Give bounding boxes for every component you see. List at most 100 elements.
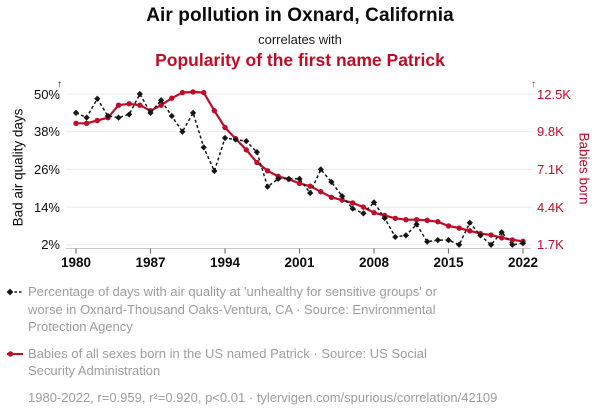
data-point-patrick [264, 168, 271, 174]
data-point-air-quality [232, 136, 239, 143]
left-axis-tick-label: 2% [41, 237, 60, 253]
left-axis-tick-label: 26% [33, 161, 60, 177]
data-point-air-quality [221, 134, 229, 142]
data-point-air-quality [136, 90, 143, 98]
data-point-air-quality [381, 214, 388, 222]
left-axis-tick-label: 50% [33, 86, 60, 102]
data-point-patrick [126, 101, 132, 107]
right-axis-tick-label: 12.5K [537, 86, 571, 102]
legend-item-air-quality: Percentage of days with air quality at '… [6, 283, 594, 336]
data-point-patrick [201, 89, 207, 96]
data-point-patrick [499, 235, 505, 241]
data-point-patrick [296, 180, 303, 187]
data-point-air-quality [94, 95, 101, 102]
data-point-patrick [403, 216, 409, 223]
data-point-patrick [254, 159, 260, 166]
data-point-air-quality [445, 236, 452, 244]
data-point-air-quality [72, 109, 80, 116]
data-point-patrick [169, 95, 175, 101]
data-point-patrick [83, 120, 90, 127]
data-point-air-quality [264, 183, 271, 190]
data-point-air-quality [147, 109, 154, 116]
data-point-air-quality [338, 193, 346, 200]
x-axis-year-label: 2001 [284, 255, 315, 270]
data-point-air-quality [477, 232, 484, 239]
right-axis-tick-label: 9.8K [537, 124, 564, 140]
right-axis-tick-label: 7.1K [537, 161, 564, 177]
data-point-air-quality [402, 232, 410, 239]
data-point-air-quality [392, 233, 399, 241]
data-point-air-quality [126, 111, 133, 118]
x-axis-year-label: 2015 [433, 255, 464, 270]
data-point-patrick [350, 200, 356, 206]
data-point-patrick [190, 89, 196, 95]
data-point-air-quality [285, 175, 292, 182]
data-point-patrick [424, 217, 430, 224]
data-point-air-quality [519, 240, 527, 247]
data-point-air-quality [296, 175, 303, 182]
data-point-air-quality [158, 97, 165, 104]
data-point-air-quality [275, 175, 282, 182]
data-point-air-quality [211, 167, 218, 175]
stats-citation-line: 1980-2022, r=0.959, r²=0.920, p<0.01 · t… [28, 389, 498, 405]
legend: Percentage of days with air quality at '… [6, 283, 594, 406]
data-point-patrick [371, 209, 377, 216]
x-axis-year-label: 1994 [209, 255, 241, 270]
data-point-air-quality [360, 210, 367, 217]
data-point-air-quality [104, 112, 112, 120]
x-axis-year-label: 1980 [60, 255, 92, 270]
correlates-with-text: correlates with [258, 32, 342, 47]
left-axis-up-arrow-icon: ↑ [57, 79, 62, 90]
data-point-air-quality [434, 236, 441, 244]
x-axis-year-label: 2008 [358, 255, 390, 270]
page-title: Air pollution in Oxnard, California [146, 5, 454, 26]
data-point-air-quality [83, 114, 90, 121]
data-point-air-quality [487, 241, 495, 248]
data-point-air-quality [200, 144, 207, 151]
right-axis-up-arrow-icon: ↑ [531, 79, 536, 90]
data-point-air-quality [413, 221, 420, 228]
legend-item-patrick: Babies of all sexes born in the US named… [6, 345, 594, 380]
data-point-patrick [94, 117, 100, 124]
data-point-patrick [318, 189, 324, 195]
data-point-air-quality [349, 205, 356, 212]
legend-patrick-text: Babies of all sexes born in the US named… [28, 345, 427, 379]
data-point-air-quality [189, 109, 197, 116]
data-point-patrick [488, 232, 494, 238]
data-point-patrick [456, 225, 462, 231]
data-point-patrick [435, 219, 441, 225]
data-point-patrick [243, 147, 249, 153]
left-axis-tick-label: 38% [33, 124, 60, 140]
data-point-patrick [115, 102, 122, 108]
data-point-patrick [222, 124, 228, 131]
data-point-air-quality [466, 219, 473, 226]
data-point-patrick [413, 216, 420, 223]
data-point-patrick [360, 204, 367, 210]
x-axis-year-label: 1987 [135, 255, 166, 270]
data-point-air-quality [307, 189, 314, 197]
dashed-black-series-key-icon [6, 288, 23, 296]
data-point-air-quality [168, 112, 175, 120]
data-point-patrick [509, 237, 516, 243]
data-point-patrick [158, 102, 164, 108]
data-point-patrick [467, 228, 473, 234]
data-point-patrick [392, 215, 398, 221]
right-axis-tick-label: 4.4K [537, 199, 564, 215]
data-point-air-quality [498, 229, 505, 236]
data-point-patrick [179, 89, 186, 96]
data-point-patrick [445, 223, 452, 229]
data-point-air-quality [424, 238, 431, 245]
left-axis-tick-label: 14% [33, 199, 60, 215]
legend-air-quality-text: Percentage of days with air quality at '… [28, 284, 437, 334]
data-point-air-quality [328, 178, 335, 186]
data-point-patrick [307, 183, 313, 189]
solid-red-series-key-icon [7, 350, 23, 357]
data-point-air-quality [370, 199, 378, 206]
right-axis-tick-label: 1.7K [537, 237, 564, 253]
data-point-air-quality [456, 241, 463, 248]
x-axis-year-label: 2022 [507, 255, 539, 270]
data-point-patrick [73, 120, 79, 127]
data-point-air-quality [317, 166, 324, 173]
series-line-patrick [76, 90, 524, 243]
